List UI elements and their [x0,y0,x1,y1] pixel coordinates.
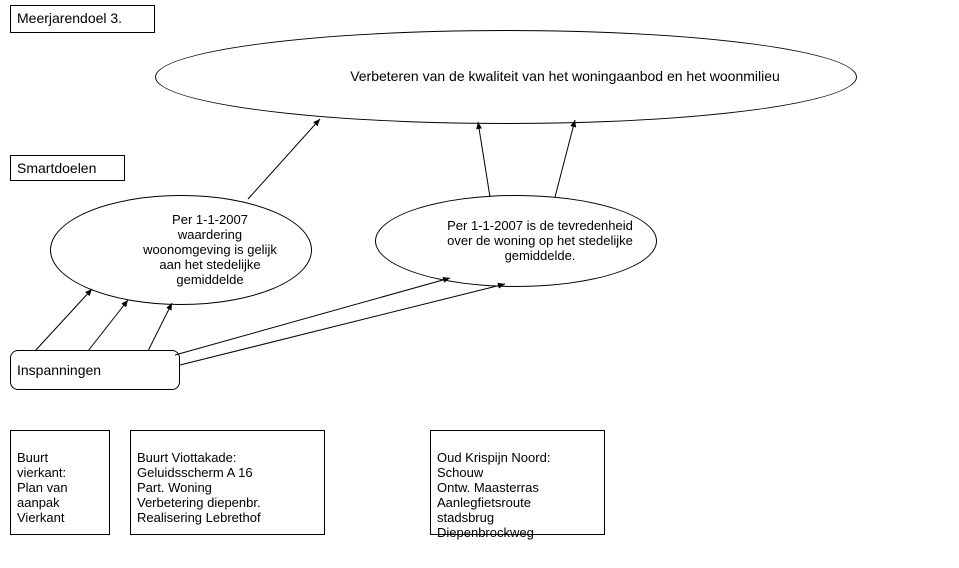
smart-goal-left-text: Per 1-1-2007 waardering woonomgeving is … [143,212,277,287]
smartdoelen-box: Smartdoelen [10,155,125,181]
inspanningen-text: Inspanningen [17,362,101,378]
main-goal-text: Verbeteren van de kwaliteit van het woni… [350,68,780,84]
title-text: Meerjarendoel 3. [17,10,122,26]
title-box: Meerjarendoel 3. [10,5,155,33]
smart-goal-left: Per 1-1-2007 waardering woonomgeving is … [50,195,310,303]
bottom-box-3-text: Oud Krispijn Noord: Schouw Ontw. Maaster… [437,450,550,540]
bottom-box-2-text: Buurt Viottakade: Geluidsscherm A 16 Par… [137,450,261,525]
bottom-box-2: Buurt Viottakade: Geluidsscherm A 16 Par… [130,430,325,535]
smart-goal-right-text: Per 1-1-2007 is de tevredenheid over de … [447,218,633,263]
bottom-box-3: Oud Krispijn Noord: Schouw Ontw. Maaster… [430,430,605,535]
bottom-box-1-text: Buurt vierkant: Plan van aanpak Vierkant [17,450,68,525]
main-goal-ellipse: Verbeteren van de kwaliteit van het woni… [155,30,855,122]
bottom-box-1: Buurt vierkant: Plan van aanpak Vierkant [10,430,110,535]
smartdoelen-text: Smartdoelen [17,160,96,176]
smart-goal-right: Per 1-1-2007 is de tevredenheid over de … [375,195,655,285]
inspanningen-box: Inspanningen [10,350,180,390]
